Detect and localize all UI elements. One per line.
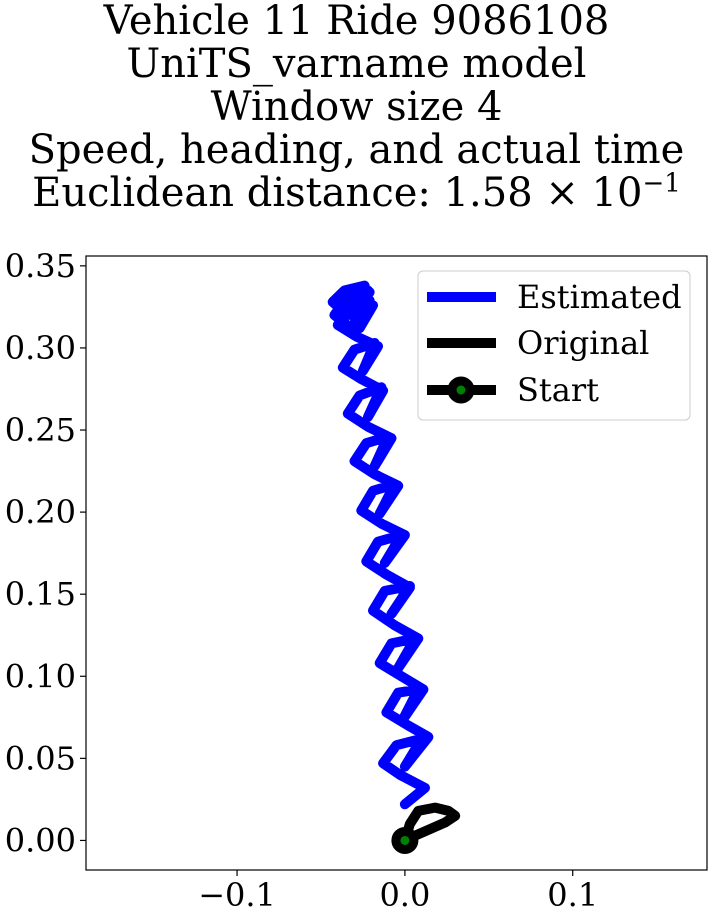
legend-original-label: Original bbox=[517, 324, 649, 362]
distance-line: Euclidean distance: 1.58 × 10−1 bbox=[0, 168, 713, 216]
title-line-1: Vehicle 11 Ride 9086108 bbox=[103, 0, 610, 44]
series-original-line bbox=[399, 802, 461, 846]
series-estimated-line bbox=[327, 280, 434, 810]
y-tick-label: 0.35 bbox=[5, 247, 76, 285]
x-tick-label: 0.1 bbox=[547, 876, 598, 914]
x-tick-label: 0.0 bbox=[379, 876, 430, 914]
series-layer bbox=[327, 280, 461, 854]
y-tick-label: 0.00 bbox=[5, 821, 76, 859]
plot-frame bbox=[85, 255, 708, 871]
legend-estimated-label: Estimated bbox=[517, 278, 682, 316]
y-tick-label: 0.10 bbox=[5, 657, 76, 695]
x-tick-label: −0.1 bbox=[198, 876, 276, 914]
distance-exponent: −1 bbox=[642, 168, 681, 199]
y-tick-label: 0.25 bbox=[5, 411, 76, 449]
start-point-marker bbox=[391, 826, 419, 854]
chart-title: Vehicle 11 Ride 9086108 UniTS_varname mo… bbox=[0, 0, 713, 215]
tick-layer: −0.1 0.0 0.1 0.00 0.05 0.10 0.15 0.20 0.25 0.30 0.… bbox=[5, 247, 598, 914]
legend-box bbox=[417, 270, 691, 421]
y-tick-label: 0.20 bbox=[5, 493, 76, 531]
legend: Estimated Original Start bbox=[417, 270, 691, 421]
legend-start-label: Start bbox=[517, 371, 599, 409]
y-tick-label: 0.15 bbox=[5, 575, 76, 613]
legend-start-marker bbox=[447, 376, 475, 404]
y-tick-label: 0.30 bbox=[5, 329, 76, 367]
title-line-4: Speed, heading, and actual time bbox=[28, 127, 685, 173]
title-line-2: UniTS_varname model bbox=[126, 41, 587, 87]
title-line-3: Window size 4 bbox=[210, 84, 503, 130]
distance-text: Euclidean distance: 1.58 × 10 bbox=[32, 170, 643, 216]
y-tick-label: 0.05 bbox=[5, 739, 76, 777]
